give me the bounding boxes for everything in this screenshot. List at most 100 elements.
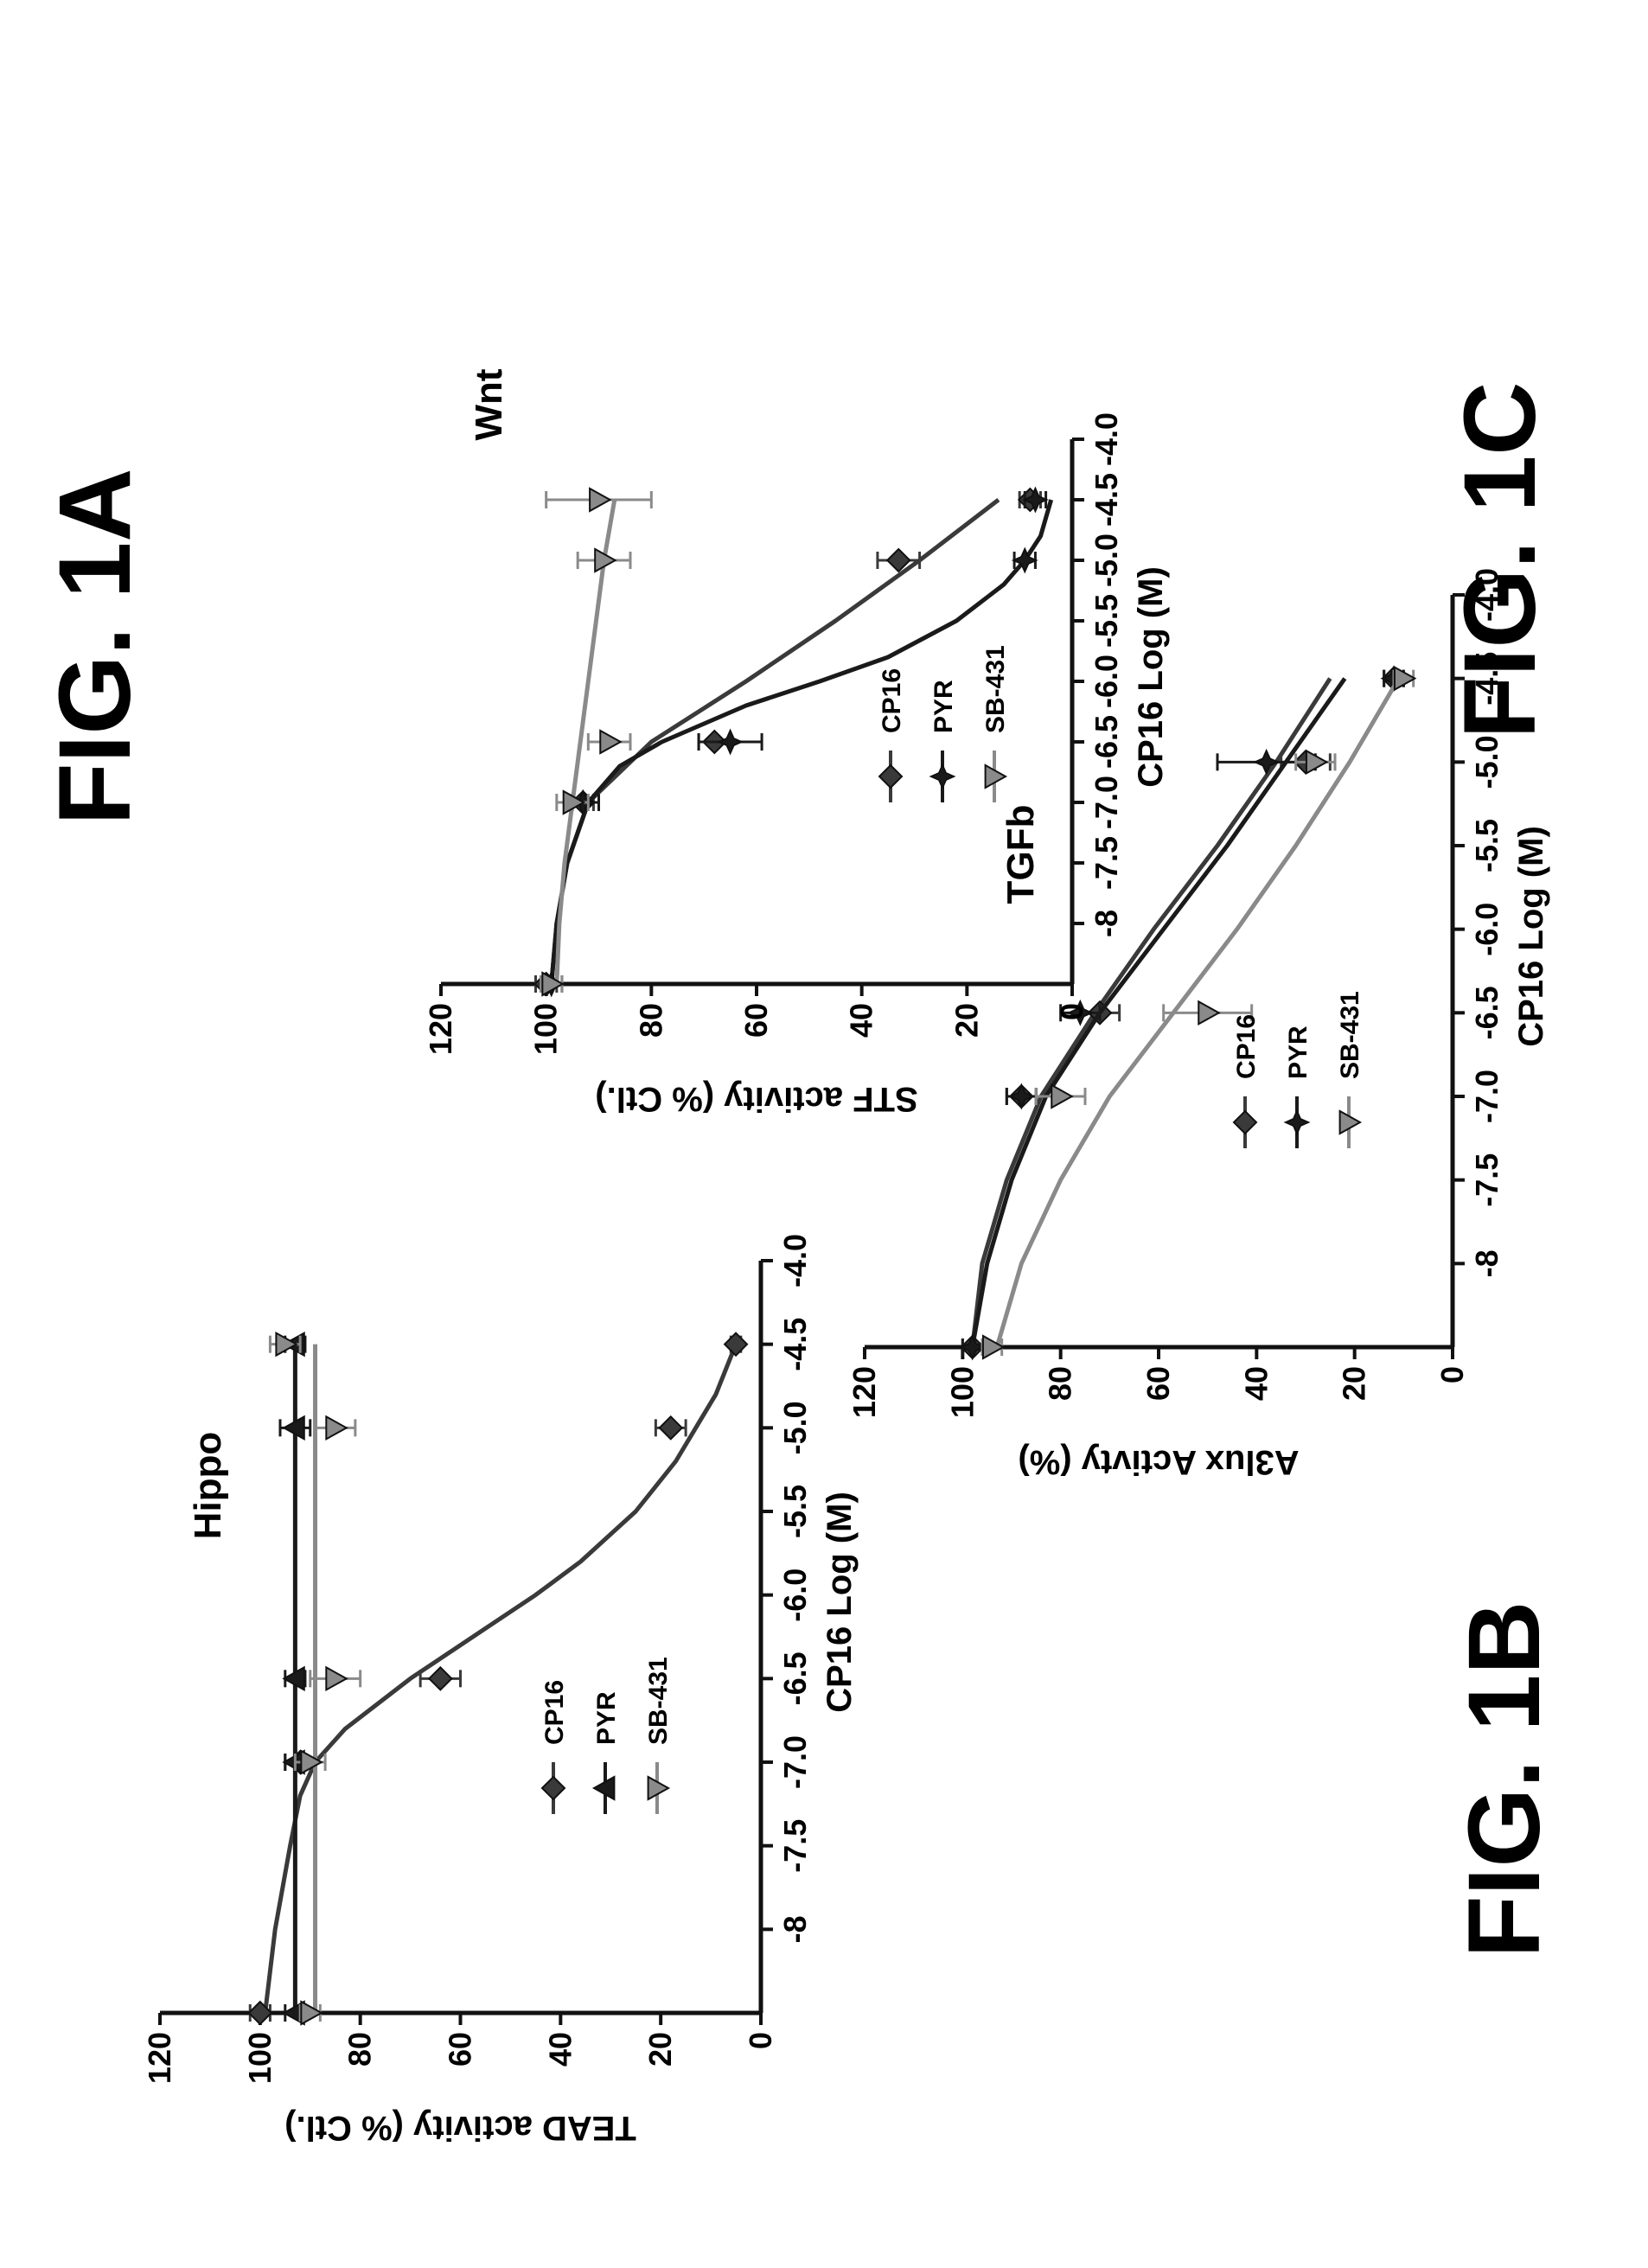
- data-point: [1051, 1083, 1074, 1109]
- y-tick-label: 0: [1054, 1003, 1089, 1020]
- x-tick-label: -8: [1469, 1249, 1504, 1277]
- x-tick-label: -7.0: [777, 1735, 813, 1789]
- x-tick-label: -4.5: [1469, 652, 1504, 706]
- y-tick-label: 20: [949, 1003, 984, 1038]
- legend-label: CP16: [878, 668, 906, 733]
- data-point: [929, 763, 956, 790]
- data-point: [959, 1333, 987, 1361]
- series-pyr: [278, 1331, 312, 2026]
- legend-label: PYR: [592, 1691, 621, 1745]
- x-tick-label: -4.5: [777, 1318, 813, 1371]
- x-tick-label: -7.5: [1469, 1153, 1504, 1207]
- y-tick-label: 80: [633, 1003, 668, 1038]
- x-tick-label: -6.0: [1089, 655, 1124, 708]
- data-point: [1021, 486, 1049, 514]
- legend-label: PYR: [929, 680, 958, 733]
- x-tick-label: -5.0: [1089, 533, 1124, 587]
- x-axis-label: CP16 Log (M): [1132, 566, 1170, 788]
- data-point: [1198, 1000, 1221, 1026]
- y-tick-label: 0: [1434, 1366, 1470, 1383]
- rotated-figure-group: 0 20 40 60 80 100 120 -8 -7.5 -7.0 -6.5 -6.0 -5.5 -5.…: [142, 368, 1550, 2147]
- data-point: [981, 1334, 1006, 1360]
- data-point: [885, 547, 911, 573]
- y-axis-label: STF activity (% Ctl.): [595, 1080, 917, 1118]
- x-axis-label: CP16 Log (M): [1512, 826, 1550, 1047]
- data-point: [1305, 749, 1329, 776]
- y-tick-label: 80: [342, 2032, 378, 2067]
- x-tick-label: -6.5: [777, 1651, 813, 1705]
- y-tick-label: 120: [142, 2032, 177, 2084]
- data-point: [594, 547, 617, 573]
- data-point: [1232, 1109, 1258, 1135]
- data-point: [1253, 748, 1281, 776]
- fig1a-chart: 0 20 40 60 80 100 120 -8 -7.5 -7.0 -6.5 -6.0 -5.5 -5.…: [142, 1234, 859, 2147]
- data-point: [247, 2000, 273, 2026]
- x-tick-label: -7.0: [1089, 776, 1124, 829]
- legend-label: SB-431: [981, 645, 1010, 733]
- x-tick-label: -6.0: [777, 1568, 813, 1622]
- legend: CP16 PYR SB-431: [1232, 991, 1364, 1148]
- data-point: [300, 2000, 323, 2026]
- x-tick-label: -5.0: [777, 1401, 813, 1454]
- legend-label: CP16: [1232, 1014, 1261, 1079]
- fig1b-chart: 0 20 40 60 80 100 120 -8 -7.5 -7.0 -6.5 -6.0 -5.5 -5.…: [846, 568, 1550, 1481]
- chart-title: Hippo: [187, 1432, 229, 1540]
- x-tick-label: -8: [1089, 910, 1124, 937]
- data-point: [300, 1749, 323, 1775]
- data-point: [427, 1665, 453, 1691]
- y-axis-label: TEAD activity (% Ctl.): [284, 2109, 636, 2147]
- data-point: [282, 1415, 305, 1441]
- x-axis-label: CP16 Log (M): [821, 1492, 859, 1713]
- y-tick-label: 20: [1337, 1366, 1372, 1401]
- legend-label: SB-431: [1336, 991, 1364, 1079]
- x-tick-label: -6.5: [1089, 715, 1124, 769]
- y-axis-label: A3lux Activty (%): [1018, 1443, 1299, 1481]
- series-sb-431: [540, 487, 653, 997]
- y-tick-label: 100: [944, 1366, 980, 1418]
- y-tick-label: 40: [1238, 1366, 1274, 1401]
- x-tick-label: -7.5: [777, 1819, 813, 1873]
- x-tick-label: -4.0: [1089, 412, 1124, 466]
- legend: CP16 PYR SB-431: [878, 645, 1010, 802]
- y-tick-label: 120: [423, 1003, 458, 1055]
- fig-1a-label: FIG. 1A: [38, 468, 152, 825]
- data-point: [1066, 999, 1094, 1026]
- data-point: [599, 729, 623, 755]
- x-tick-label: -5.5: [777, 1485, 813, 1538]
- data-point: [282, 1665, 305, 1692]
- data-point: [984, 763, 1008, 789]
- series-sb-431: [268, 1331, 362, 2026]
- series-sb-431: [980, 665, 1417, 1360]
- data-point: [325, 1665, 348, 1692]
- data-point: [1283, 1108, 1311, 1136]
- data-point: [1338, 1109, 1363, 1135]
- data-point: [562, 789, 586, 815]
- x-tick-label: -8: [777, 1915, 813, 1943]
- data-point: [1011, 546, 1038, 574]
- y-tick-label: 0: [743, 2032, 778, 2049]
- data-point: [723, 1332, 749, 1358]
- data-point: [1393, 665, 1417, 692]
- y-tick-label: 100: [242, 2032, 278, 2084]
- y-tick-label: 20: [642, 2032, 678, 2067]
- y-tick-label: 80: [1043, 1366, 1078, 1401]
- x-tick-label: -5.5: [1469, 819, 1504, 872]
- data-point: [540, 1775, 566, 1801]
- x-tick-label: -6.0: [1469, 903, 1504, 956]
- plots-layer: 0 20 40 60 80 100 120 -8 -7.5 -7.0 -6.5 -6.0 -5.5 -5.…: [142, 368, 1550, 2147]
- chart-title: TGFb: [1000, 805, 1042, 904]
- data-point: [541, 971, 565, 997]
- legend-label: PYR: [1284, 1025, 1313, 1079]
- x-tick-label: -4.5: [1089, 473, 1124, 527]
- data-point: [647, 1775, 671, 1801]
- y-tick-label: 40: [844, 1003, 879, 1038]
- y-tick-label: 60: [738, 1003, 774, 1038]
- x-tick-label: -5.5: [1089, 594, 1124, 648]
- y-tick-label: 40: [542, 2032, 578, 2067]
- x-tick-label: -4.0: [1469, 568, 1504, 622]
- y-tick-label: 120: [846, 1366, 882, 1418]
- x-tick-label: -7.0: [1469, 1070, 1504, 1123]
- x-tick-label: -6.5: [1469, 986, 1504, 1039]
